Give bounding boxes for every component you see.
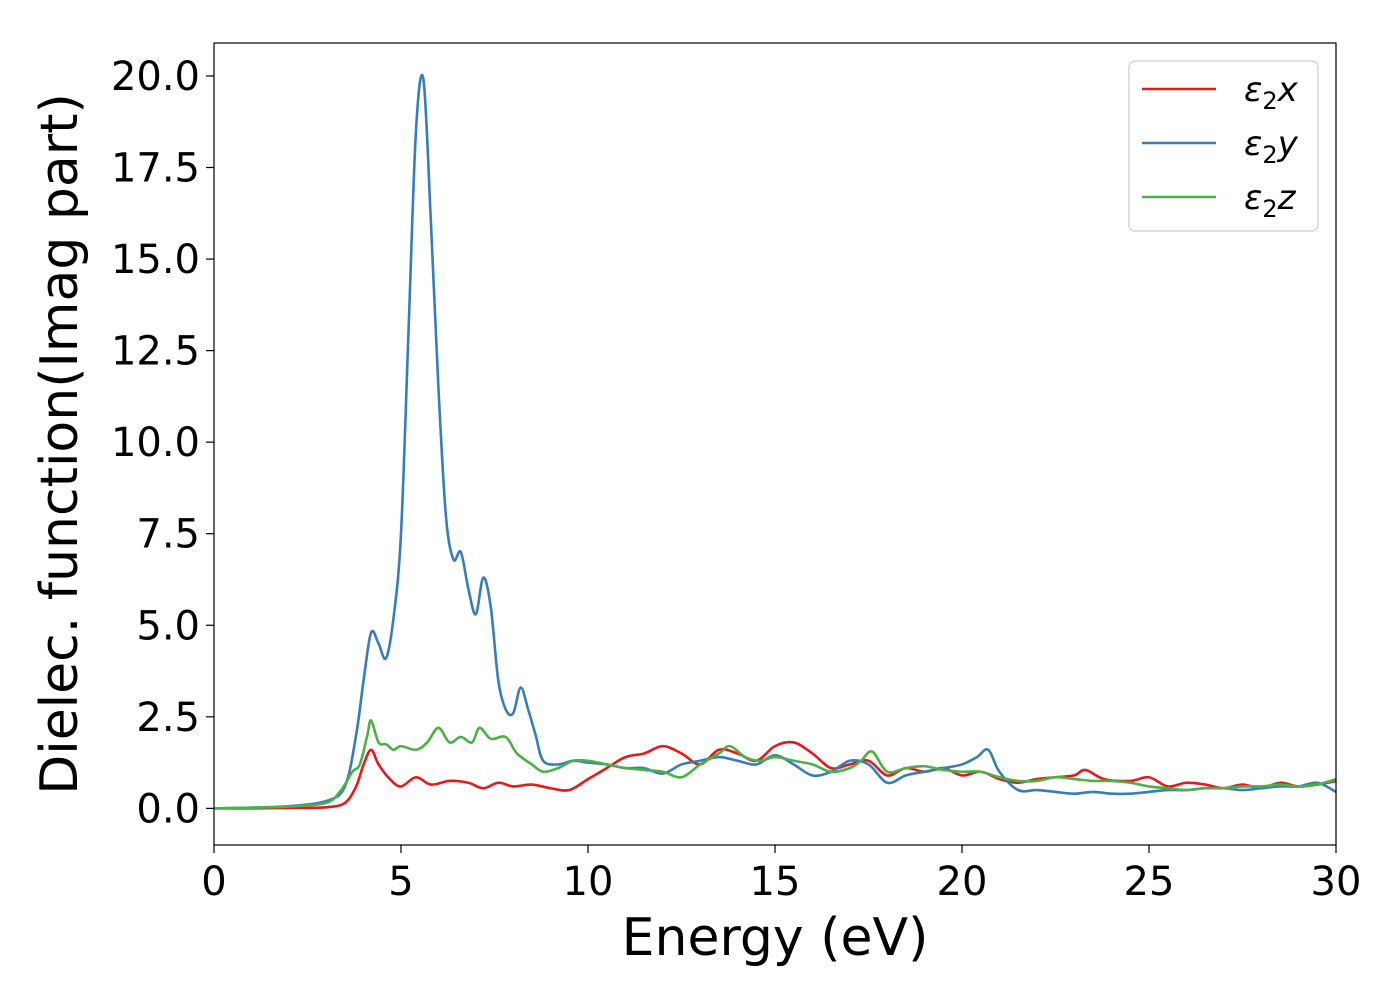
series-layer: [214, 73, 1336, 810]
legend-label-x: ε2x: [1244, 70, 1299, 115]
x-tick-label: 0: [201, 859, 226, 905]
y-tick-label: 12.5: [111, 329, 200, 375]
series-line-z: [214, 719, 1336, 810]
x-tick-label: 15: [750, 859, 801, 905]
legend-label-y: ε2y: [1244, 124, 1299, 169]
y-axis-title: Dielec. function(Imag part): [30, 93, 90, 795]
legend: ε2x ε2y ε2z: [1128, 60, 1319, 232]
x-tick-label: 10: [563, 859, 614, 905]
legend-box: [1128, 60, 1319, 232]
y-tick-label: 7.5: [136, 512, 200, 558]
y-tick-label: 2.5: [136, 695, 200, 741]
x-tick-label: 25: [1124, 859, 1175, 905]
x-axis: 0 5 10 15 20 25 30: [201, 845, 1361, 905]
y-tick-label: 10.0: [111, 420, 200, 466]
y-tick-label: 20.0: [111, 54, 200, 100]
legend-label-z: ε2z: [1244, 178, 1297, 223]
y-tick-label: 17.5: [111, 146, 200, 192]
x-axis-title: Energy (eV): [622, 908, 929, 968]
x-tick-label: 30: [1311, 859, 1362, 905]
y-tick-label: 15.0: [111, 237, 200, 283]
x-tick-label: 5: [388, 859, 413, 905]
series-line-x: [214, 740, 1336, 810]
x-tick-label: 20: [937, 859, 988, 905]
y-tick-label: 0.0: [136, 786, 200, 832]
y-tick-label: 5.0: [136, 603, 200, 649]
y-axis: 0.0 2.5 5.0 7.5 10.0 12.5 15.0 17.5 20.0: [111, 54, 214, 832]
